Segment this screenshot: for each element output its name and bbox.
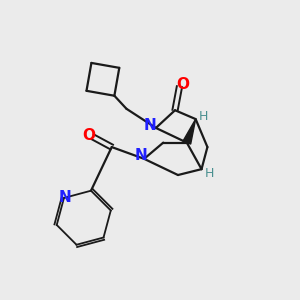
Text: N: N <box>144 118 156 133</box>
Text: O: O <box>176 77 189 92</box>
Text: N: N <box>134 148 147 164</box>
Text: O: O <box>82 128 95 143</box>
Polygon shape <box>183 119 196 144</box>
Text: H: H <box>205 167 214 180</box>
Text: N: N <box>59 190 72 206</box>
Text: H: H <box>199 110 208 123</box>
